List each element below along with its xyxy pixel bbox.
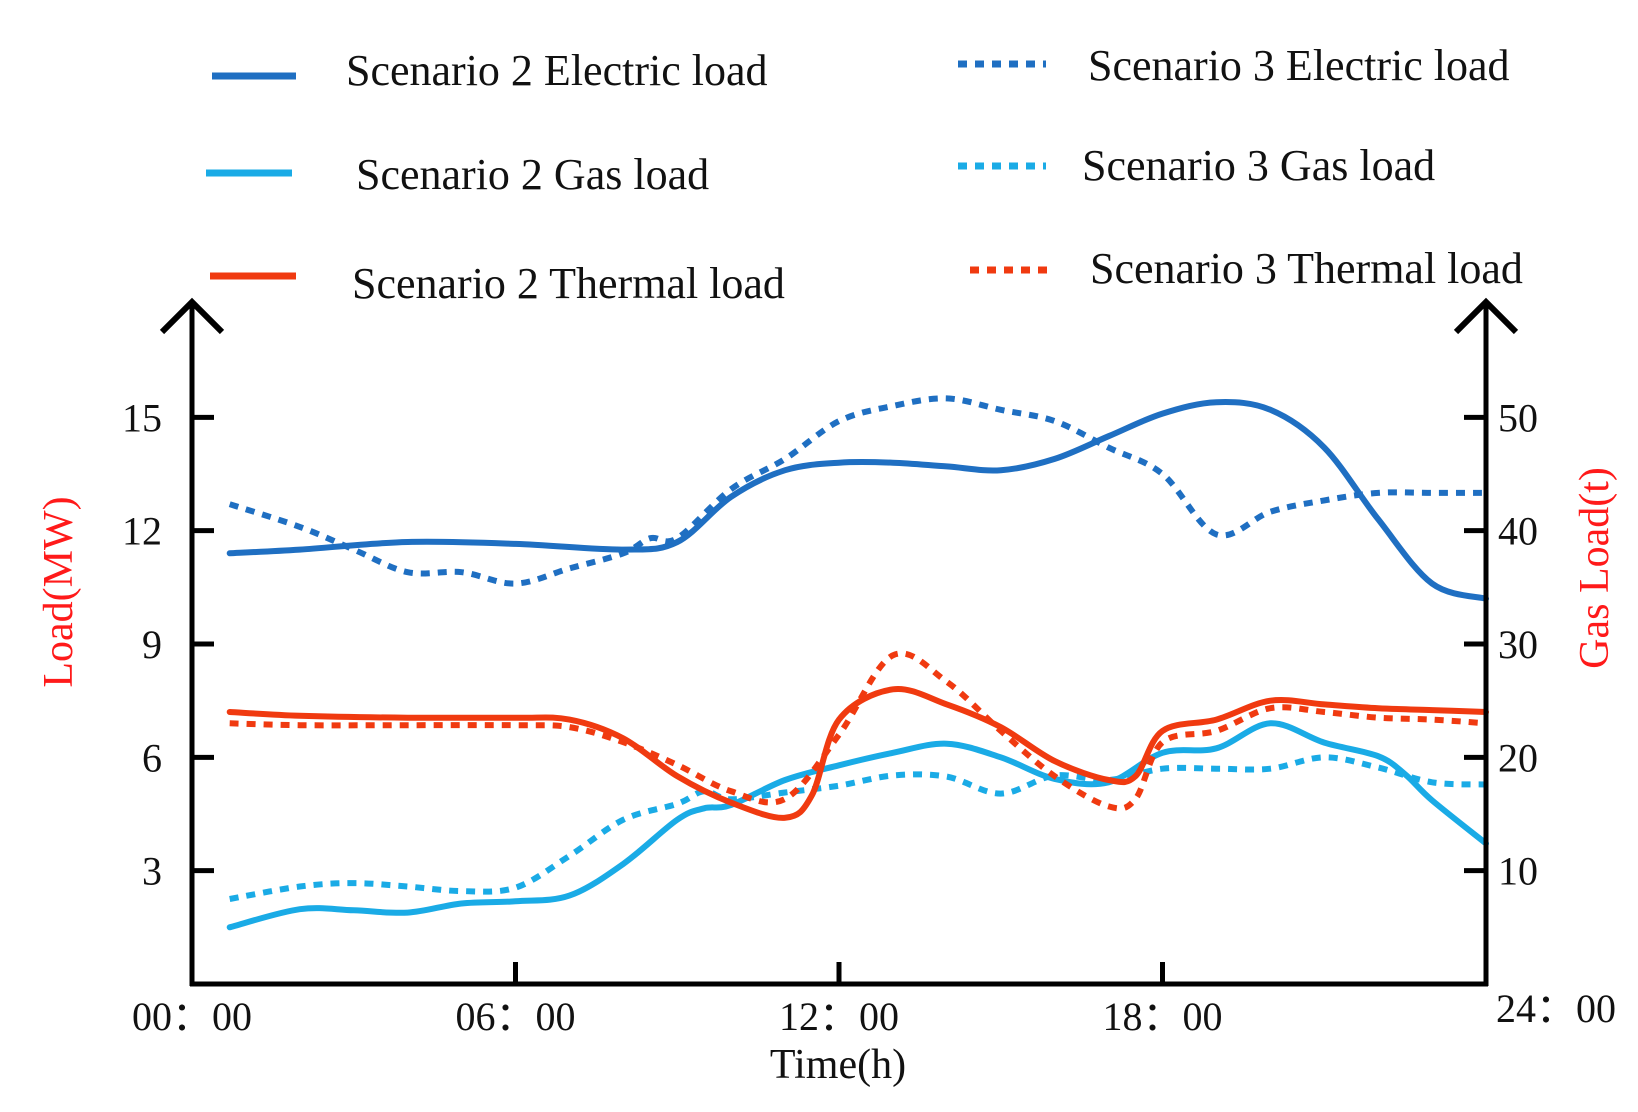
y-right-tick-label: 20 <box>1498 735 1538 780</box>
series-line-6 <box>229 650 1487 812</box>
x-tick-label: 24：00 <box>1496 986 1616 1031</box>
legend-label: Scenario 3 Electric load <box>1088 41 1509 90</box>
series-line-2 <box>228 395 1486 587</box>
series-line-5 <box>226 685 1489 821</box>
x-tick-label: 00：00 <box>132 994 252 1039</box>
y-axis-title-left: Load(MW) <box>36 496 82 687</box>
y-right-tick-label: 40 <box>1498 509 1538 554</box>
x-tick-label: 12：00 <box>779 994 899 1039</box>
series-line-1 <box>226 399 1489 602</box>
y-left-tick-label: 9 <box>142 622 162 667</box>
legend: Scenario 2 Electric load Scenario 3 Elect… <box>206 41 1523 308</box>
y-left-tick-label: 3 <box>142 849 162 894</box>
y-right-tick-label: 10 <box>1498 849 1538 894</box>
series-line-4 <box>229 754 1487 902</box>
y-left-tick-label: 15 <box>122 395 162 440</box>
legend-label: Scenario 2 Electric load <box>346 46 767 95</box>
y-left-tick-label: 6 <box>142 735 162 780</box>
left-y-axis-arrow <box>159 297 225 335</box>
y-right-tick-label: 50 <box>1498 395 1538 440</box>
y-axis-title-right: Gas Load(t) <box>1572 467 1618 669</box>
y-right-tick-label: 30 <box>1498 622 1538 667</box>
right-y-axis-arrow <box>1453 297 1519 335</box>
legend-label: Scenario 3 Thermal load <box>1090 244 1523 293</box>
legend-label: Scenario 2 Thermal load <box>352 259 785 308</box>
series-layer <box>226 395 1489 931</box>
x-tick-label: 06：00 <box>456 994 576 1039</box>
x-tick-label: 18：00 <box>1103 994 1223 1039</box>
y-left-tick-label: 12 <box>122 509 162 554</box>
ticks: 00：00 06：00 12：00 18：00 24：00 3 6 9 12 15 10 20 30 40… <box>122 395 1616 1039</box>
legend-label: Scenario 3 Gas load <box>1082 141 1435 190</box>
series-line-3 <box>226 720 1489 931</box>
x-axis-title: Time(h) <box>770 1042 906 1088</box>
legend-label: Scenario 2 Gas load <box>356 150 709 199</box>
